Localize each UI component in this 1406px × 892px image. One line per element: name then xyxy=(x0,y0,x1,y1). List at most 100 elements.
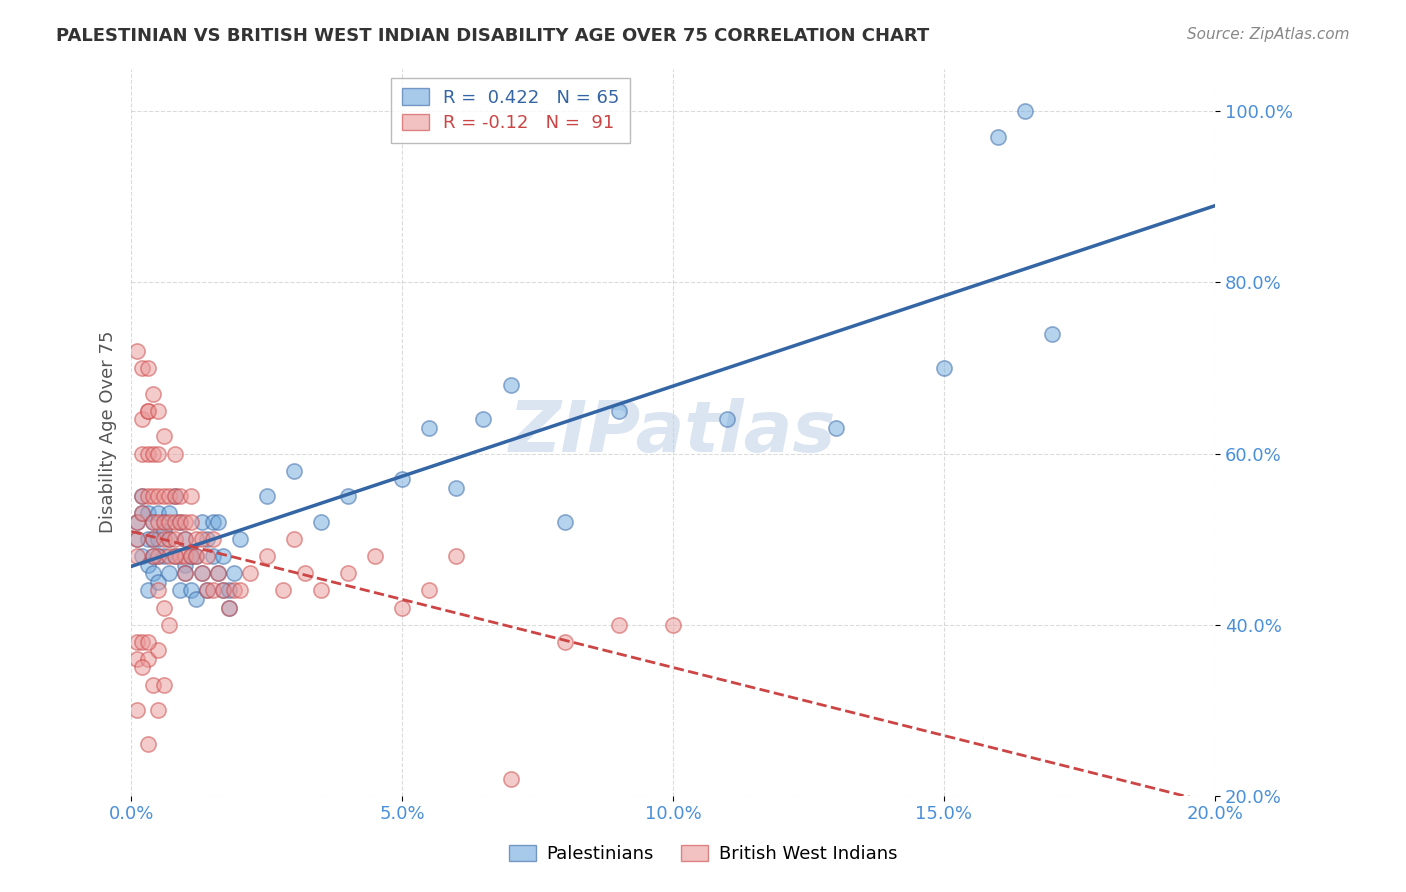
Point xyxy=(125,532,148,546)
Point xyxy=(157,507,180,521)
Point xyxy=(136,403,159,417)
Point xyxy=(174,566,197,581)
Point xyxy=(131,412,153,426)
Point xyxy=(207,515,229,529)
Point xyxy=(152,524,174,538)
Point xyxy=(169,549,191,564)
Point xyxy=(1040,326,1063,341)
Point xyxy=(195,549,218,564)
Point xyxy=(125,515,148,529)
Point xyxy=(131,361,153,376)
Point xyxy=(125,634,148,648)
Point xyxy=(163,532,186,546)
Point xyxy=(142,515,165,529)
Point xyxy=(152,429,174,443)
Point xyxy=(136,361,159,376)
Point xyxy=(174,549,197,564)
Point xyxy=(201,532,224,546)
Point xyxy=(142,515,165,529)
Point xyxy=(125,549,148,564)
Point xyxy=(607,403,630,417)
Point xyxy=(499,772,522,786)
Point xyxy=(157,532,180,546)
Point xyxy=(136,583,159,598)
Point xyxy=(554,634,576,648)
Point xyxy=(1014,104,1036,119)
Point xyxy=(186,549,208,564)
Point xyxy=(174,515,197,529)
Point xyxy=(174,558,197,572)
Point xyxy=(157,566,180,581)
Point xyxy=(987,130,1010,145)
Point xyxy=(201,583,224,598)
Point xyxy=(157,549,180,564)
Point xyxy=(207,566,229,581)
Point xyxy=(190,566,212,581)
Point xyxy=(180,583,202,598)
Point xyxy=(131,489,153,503)
Point xyxy=(224,583,246,598)
Point xyxy=(186,549,208,564)
Point xyxy=(148,703,170,717)
Point xyxy=(148,532,170,546)
Point xyxy=(157,489,180,503)
Point xyxy=(148,643,170,657)
Point xyxy=(207,566,229,581)
Point xyxy=(142,549,165,564)
Point xyxy=(180,549,202,564)
Point xyxy=(131,489,153,503)
Point xyxy=(136,403,159,417)
Point xyxy=(180,549,202,564)
Point xyxy=(309,583,332,598)
Point xyxy=(142,532,165,546)
Point xyxy=(716,412,738,426)
Point xyxy=(190,515,212,529)
Point xyxy=(391,472,413,486)
Point xyxy=(148,446,170,460)
Text: ZIPatlas: ZIPatlas xyxy=(509,398,837,467)
Point xyxy=(152,489,174,503)
Point xyxy=(180,515,202,529)
Point xyxy=(131,507,153,521)
Point xyxy=(157,515,180,529)
Point xyxy=(152,515,174,529)
Point xyxy=(228,583,250,598)
Point xyxy=(446,549,468,564)
Point xyxy=(607,617,630,632)
Point xyxy=(239,566,262,581)
Point xyxy=(932,361,955,376)
Y-axis label: Disability Age Over 75: Disability Age Over 75 xyxy=(100,331,117,533)
Point xyxy=(195,583,218,598)
Point xyxy=(364,549,387,564)
Point xyxy=(136,507,159,521)
Point xyxy=(148,507,170,521)
Text: Source: ZipAtlas.com: Source: ZipAtlas.com xyxy=(1187,27,1350,42)
Point xyxy=(224,566,246,581)
Point xyxy=(157,617,180,632)
Point xyxy=(195,583,218,598)
Point xyxy=(195,532,218,546)
Point xyxy=(824,421,846,435)
Point xyxy=(554,515,576,529)
Point xyxy=(148,549,170,564)
Point xyxy=(174,566,197,581)
Point xyxy=(136,652,159,666)
Point xyxy=(152,600,174,615)
Point xyxy=(131,634,153,648)
Point xyxy=(169,515,191,529)
Point xyxy=(218,600,240,615)
Point xyxy=(201,549,224,564)
Point xyxy=(271,583,294,598)
Point xyxy=(131,549,153,564)
Point xyxy=(125,343,148,358)
Point xyxy=(499,378,522,392)
Point xyxy=(174,532,197,546)
Point xyxy=(336,489,359,503)
Point xyxy=(148,549,170,564)
Point xyxy=(148,489,170,503)
Point xyxy=(336,566,359,581)
Point xyxy=(418,421,440,435)
Point xyxy=(201,515,224,529)
Point xyxy=(142,446,165,460)
Point xyxy=(180,489,202,503)
